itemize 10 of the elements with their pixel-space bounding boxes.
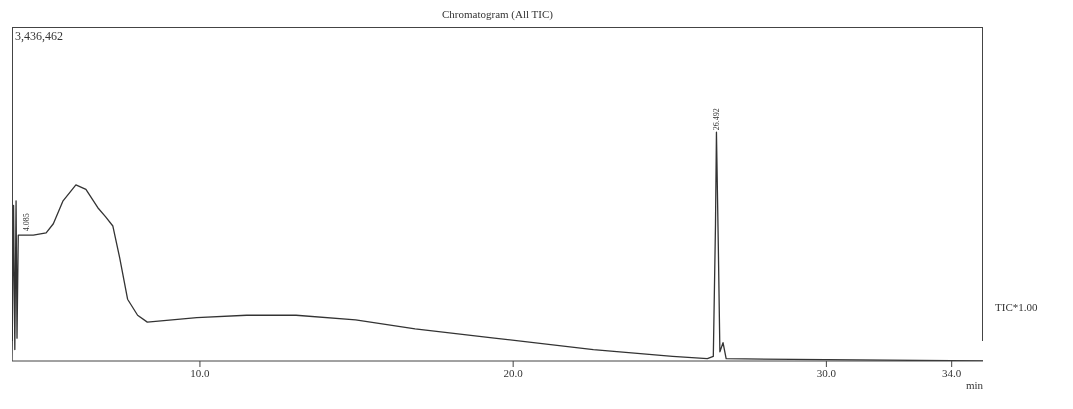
annotation: 26.492	[712, 108, 722, 131]
annotation: 4.085	[21, 213, 31, 232]
text: TIC*1.00	[995, 301, 1038, 313]
x-tick-label: 10.0	[190, 366, 211, 379]
chart-title: Chromatogram (All TIC)	[441, 8, 554, 20]
text: 3,436,462	[15, 29, 63, 44]
x-tick-label: 30.0	[816, 366, 837, 379]
x-tick-label: 34.0	[942, 366, 962, 379]
x-tick-label: 20.0	[503, 366, 524, 379]
x-axis-title: min	[964, 379, 983, 391]
